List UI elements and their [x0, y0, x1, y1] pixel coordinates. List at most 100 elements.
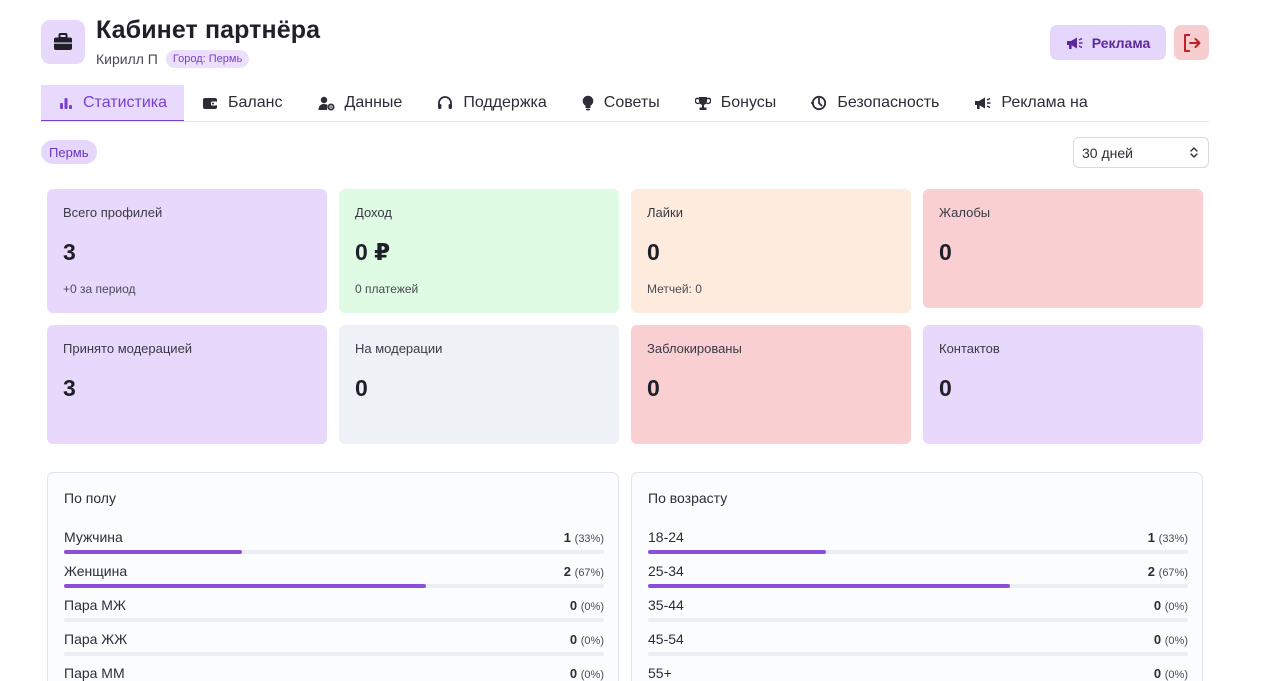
headset-icon — [438, 96, 453, 109]
lightbulb-icon — [582, 95, 594, 111]
briefcase-icon — [54, 33, 72, 50]
stat-value: 3 — [63, 375, 76, 401]
gender-row: Пара ЖЖ 0 (0%) — [64, 631, 604, 665]
bar-track — [64, 652, 604, 656]
row-percent: (0%) — [580, 635, 604, 647]
row-label: 45-54 — [648, 631, 684, 647]
row-count: 2 (67%) — [564, 564, 604, 579]
tab-label: Реклама на — [1001, 94, 1088, 111]
row-count-value: 2 — [1147, 564, 1156, 579]
briefcase-logo — [41, 20, 85, 64]
tab-security[interactable]: Безопасность — [793, 85, 956, 121]
age-row: 18-24 1 (33%) — [648, 529, 1188, 563]
logout-icon — [1183, 33, 1200, 52]
megaphone-icon — [1066, 37, 1083, 49]
chevron-updown-icon — [1190, 147, 1198, 158]
logout-button[interactable] — [1174, 25, 1209, 60]
tab-label: Данные — [344, 94, 403, 111]
stat-sub: +0 за период — [63, 282, 136, 296]
page-title: Кабинет партнёра — [96, 16, 321, 44]
gender-panel: По полу Мужчина 1 (33%) Женщина 2 (67%) … — [47, 472, 619, 681]
row-label: Пара ММ — [64, 665, 125, 681]
tab-bonuses[interactable]: Бонусы — [677, 85, 794, 121]
bar-fill — [648, 550, 827, 554]
stat-value: 0 — [647, 239, 660, 265]
stat-card-blocked: Заблокированы 0 — [631, 325, 911, 444]
row-count-value: 0 — [1153, 632, 1162, 647]
row-count-value: 0 — [1153, 666, 1162, 681]
row-percent: (67%) — [1158, 567, 1188, 579]
stat-label: Заблокированы — [647, 341, 742, 356]
tab-label: Бонусы — [720, 94, 777, 111]
age-row: 25-34 2 (67%) — [648, 563, 1188, 597]
row-count-value: 0 — [569, 598, 578, 613]
tab-bar: Статистика Баланс Данные Поддержка — [41, 85, 1209, 122]
bar-track — [648, 618, 1188, 622]
row-count: 0 (0%) — [1154, 666, 1188, 681]
period-select[interactable]: 30 дней — [1073, 137, 1209, 168]
age-panel: По возрасту 18-24 1 (33%) 25-34 2 (67%) … — [631, 472, 1203, 681]
bar-track — [64, 550, 604, 554]
user-gear-icon — [318, 96, 334, 110]
tab-ads[interactable]: Реклама на — [956, 85, 1104, 121]
stat-value: 3 — [63, 239, 76, 265]
tab-label: Баланс — [228, 94, 283, 111]
stat-value: 0 — [939, 239, 952, 265]
row-label: Женщина — [64, 563, 128, 579]
stat-value: 0 — [939, 375, 952, 401]
period-select-value: 30 дней — [1082, 144, 1133, 161]
bar-track — [648, 584, 1188, 588]
tab-statistics[interactable]: Статистика — [41, 85, 185, 121]
stat-sub: Метчей: 0 — [647, 282, 702, 296]
stat-card-complaints: Жалобы 0 — [923, 189, 1203, 308]
tab-balance[interactable]: Баланс — [184, 85, 299, 121]
row-count: 0 (0%) — [570, 598, 604, 613]
bar-fill — [648, 584, 1010, 588]
row-label: Пара ЖЖ — [64, 631, 128, 647]
row-count: 1 (33%) — [1148, 530, 1188, 545]
stat-card-contacts: Контактов 0 — [923, 325, 1203, 444]
age-row: 45-54 0 (0%) — [648, 631, 1188, 665]
row-count: 0 (0%) — [1154, 632, 1188, 647]
page-header: Кабинет партнёра Кирилл П Город: Пермь Р… — [41, 14, 1209, 70]
ad-button-label: Реклама — [1091, 34, 1151, 51]
stat-label: Принято модерацией — [63, 341, 193, 356]
bar-chart-icon — [60, 97, 72, 109]
row-percent: (33%) — [574, 533, 604, 545]
stat-value: 0 ₽ — [355, 239, 391, 265]
stat-card-on-moderation: На модерации 0 — [339, 325, 619, 444]
tab-label: Поддержка — [463, 94, 547, 111]
row-count-value: 0 — [569, 632, 578, 647]
row-count: 0 (0%) — [570, 632, 604, 647]
row-percent: (67%) — [574, 567, 604, 579]
panel-title: По возрасту — [648, 490, 728, 506]
ad-button[interactable]: Реклама — [1050, 25, 1166, 60]
row-count-value: 1 — [563, 530, 572, 545]
row-percent: (0%) — [1164, 635, 1188, 647]
tab-data[interactable]: Данные — [300, 85, 420, 121]
stat-card-approved: Принято модерацией 3 — [47, 325, 327, 444]
bar-fill — [64, 550, 243, 554]
bar-track — [648, 652, 1188, 656]
row-label: Пара МЖ — [64, 597, 126, 613]
panel-title: По полу — [64, 490, 116, 506]
user-line: Кирилл П Город: Пермь — [96, 50, 250, 68]
tab-label: Статистика — [83, 93, 168, 111]
age-rows: 18-24 1 (33%) 25-34 2 (67%) 35-44 0 (0%)… — [648, 529, 1188, 681]
stat-value: 0 — [355, 375, 368, 401]
row-percent: (0%) — [580, 601, 604, 613]
tab-support[interactable]: Поддержка — [419, 85, 563, 121]
city-filter-chip[interactable]: Пермь — [41, 140, 97, 164]
stat-card-income: Доход 0 ₽ 0 платежей — [339, 189, 619, 313]
age-row: 35-44 0 (0%) — [648, 597, 1188, 631]
stat-value: 0 — [647, 375, 660, 401]
bar-track — [64, 584, 604, 588]
gender-rows: Мужчина 1 (33%) Женщина 2 (67%) Пара МЖ … — [64, 529, 604, 681]
user-name: Кирилл П — [96, 51, 158, 67]
wallet-icon — [203, 97, 218, 109]
row-percent: (33%) — [1158, 533, 1188, 545]
row-count: 0 (0%) — [1154, 598, 1188, 613]
stat-card-total-profiles: Всего профилей 3 +0 за период — [47, 189, 327, 313]
tab-tips[interactable]: Советы — [564, 85, 677, 121]
row-count-value: 0 — [1153, 598, 1162, 613]
